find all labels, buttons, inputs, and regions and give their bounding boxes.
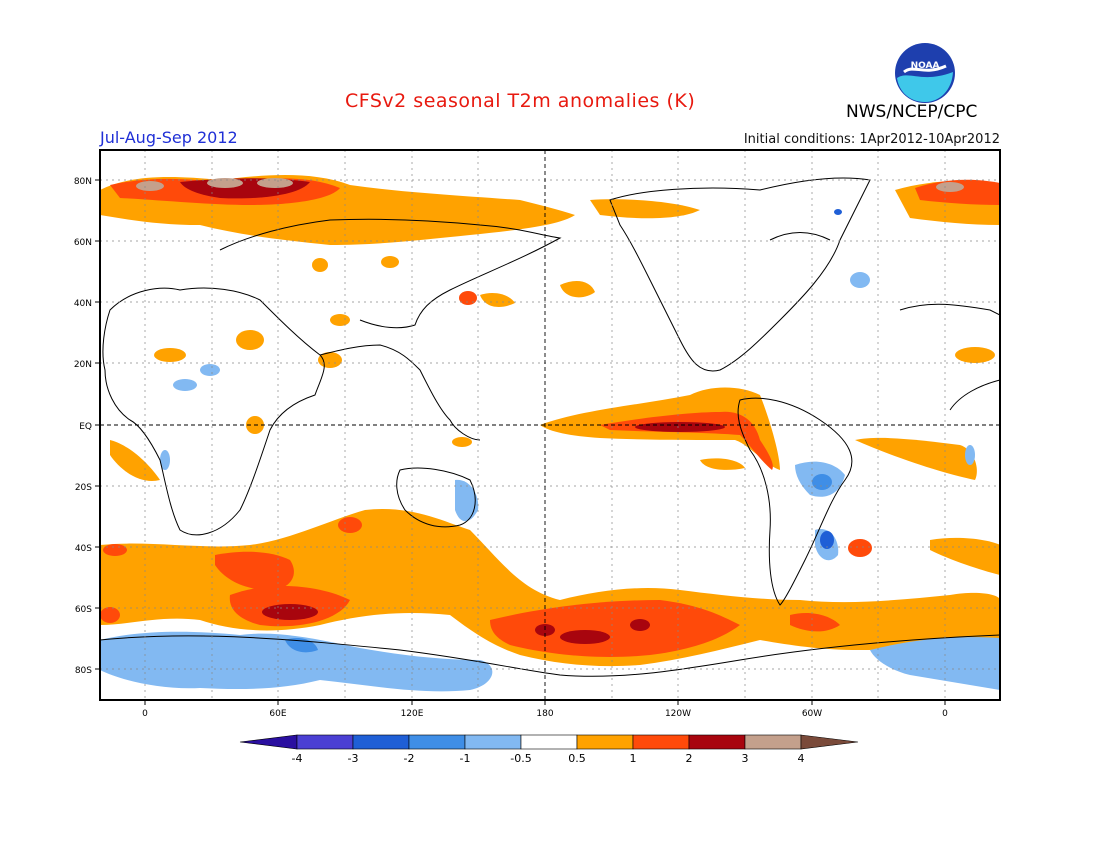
colorbar-segment [352,734,410,750]
anomaly-field [100,175,1000,692]
noaa-logo: NOAA [894,42,956,104]
colorbar-segment [408,734,466,750]
lon-label: 0 [142,709,148,719]
lat-label: 80N [74,177,92,187]
noaa-logo-icon: NOAA [895,43,955,103]
equator-and-dateline [100,150,1000,700]
lat-label: 20N [74,360,92,370]
lon-label: 60W [802,709,822,719]
colorbar-tick-label: -0.5 [510,752,531,765]
lon-label: 60E [269,709,286,719]
lat-label: 20S [75,483,92,493]
colorbar-tick-label: 0.5 [568,752,586,765]
lat-label: 40S [75,544,92,554]
lon-label: 120W [665,709,691,719]
colorbar-tick-label: -4 [292,752,303,765]
season-label: Jul-Aug-Sep 2012 [100,128,238,147]
map-title: CFSv2 seasonal T2m anomalies (K) [345,90,696,112]
lat-label: 60N [74,238,92,248]
colorbar: -4 -3 -2 -1 -0.5 0.5 1 2 3 4 [239,734,859,765]
lat-label: 40N [74,299,92,309]
colorbar-segment [744,734,802,750]
colorbar-segment [576,734,634,750]
colorbar-segment [296,734,354,750]
colorbar-tick-label: 3 [742,752,749,765]
colorbar-segment [464,734,522,750]
colorbar-tick-label: 2 [686,752,693,765]
agency-label: NWS/NCEP/CPC [846,102,978,122]
initial-conditions: Initial conditions: 1Apr2012-10Apr2012 [743,132,1000,147]
colorbar-segment [632,734,690,750]
colorbar-segment [239,734,298,750]
lon-label: 120E [401,709,424,719]
coastlines [99,177,1001,677]
axis-ticks [95,179,946,705]
logo-text: NOAA [911,61,940,71]
lat-label: 60S [75,605,92,615]
colorbar-tick-label: -3 [348,752,359,765]
lat-label: 80S [75,666,92,676]
graticule [100,150,1000,700]
colorbar-tick-label: 4 [798,752,805,765]
lat-label: EQ [79,422,92,432]
lon-label: 180 [536,709,553,719]
colorbar-tick-label: 1 [630,752,637,765]
colorbar-segment [520,734,578,750]
colorbar-tick-label: -2 [404,752,415,765]
colorbar-segment [800,734,859,750]
colorbar-segment [688,734,746,750]
colorbar-tick-label: -1 [460,752,471,765]
lon-label: 0 [942,709,948,719]
